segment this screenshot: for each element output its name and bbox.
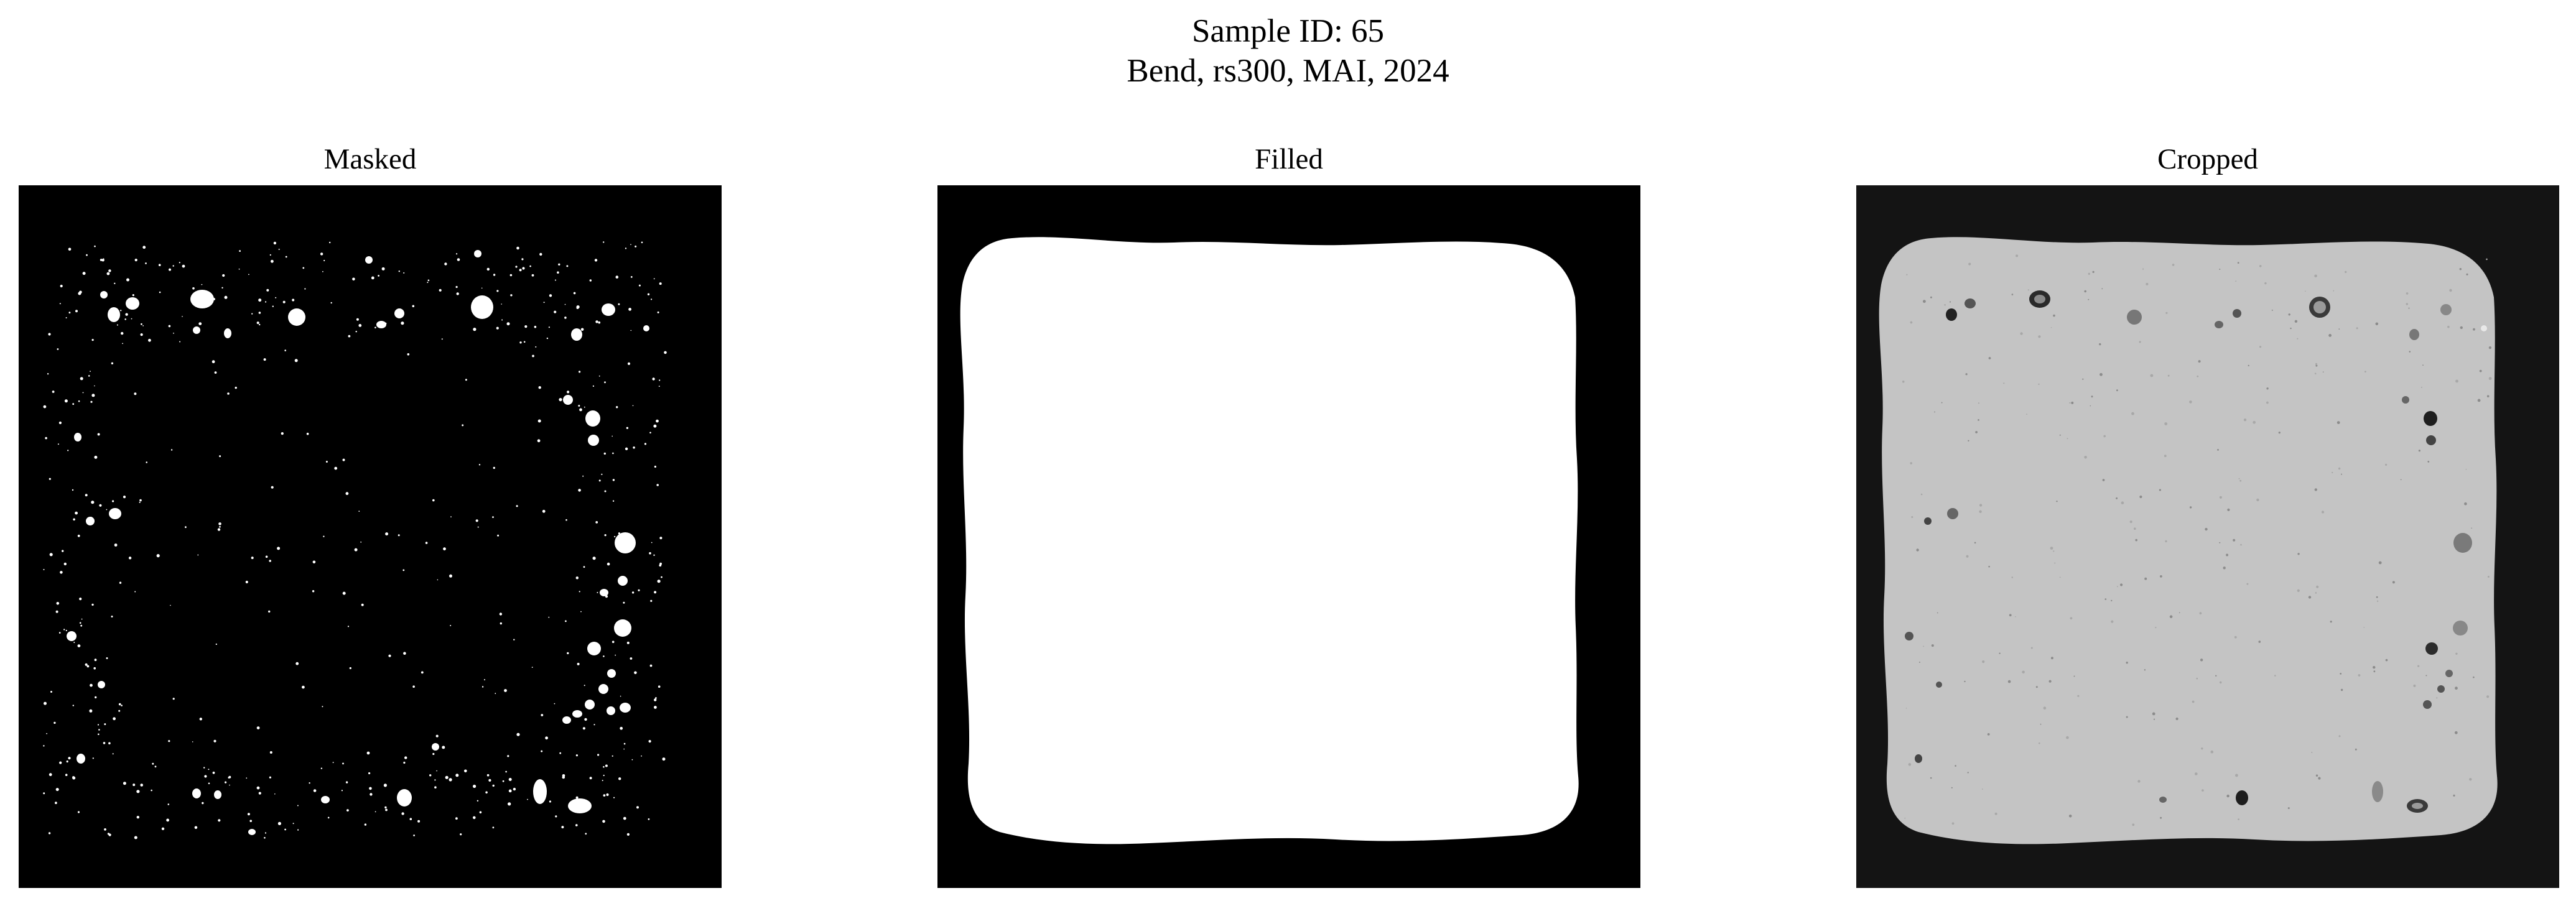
panel-title-cropped: Cropped: [2157, 143, 2258, 175]
visible-pores: [1905, 290, 2487, 813]
cropped-cross-section: [1856, 185, 2559, 888]
cropped-image: [1856, 185, 2559, 888]
filled-sample-shape: [960, 237, 1579, 844]
figure-title: Sample ID: 65 Bend, rs300, MAI, 2024: [0, 11, 2576, 91]
filled-image: [937, 185, 1640, 888]
large-pores: [67, 250, 649, 835]
figure-title-line-1: Sample ID: 65: [1191, 13, 1385, 49]
sample-cross-section: [1879, 237, 2498, 844]
masked-image: [19, 185, 722, 888]
figure-title-line-2: Bend, rs300, MAI, 2024: [1127, 53, 1449, 89]
panel-title-filled: Filled: [1255, 143, 1323, 175]
filled-mask: [937, 185, 1640, 888]
masked-pore-map: [19, 185, 722, 888]
surface-grain: [1902, 254, 2492, 826]
pore-speckle: [43, 241, 667, 839]
panel-title-masked: Masked: [323, 143, 417, 175]
